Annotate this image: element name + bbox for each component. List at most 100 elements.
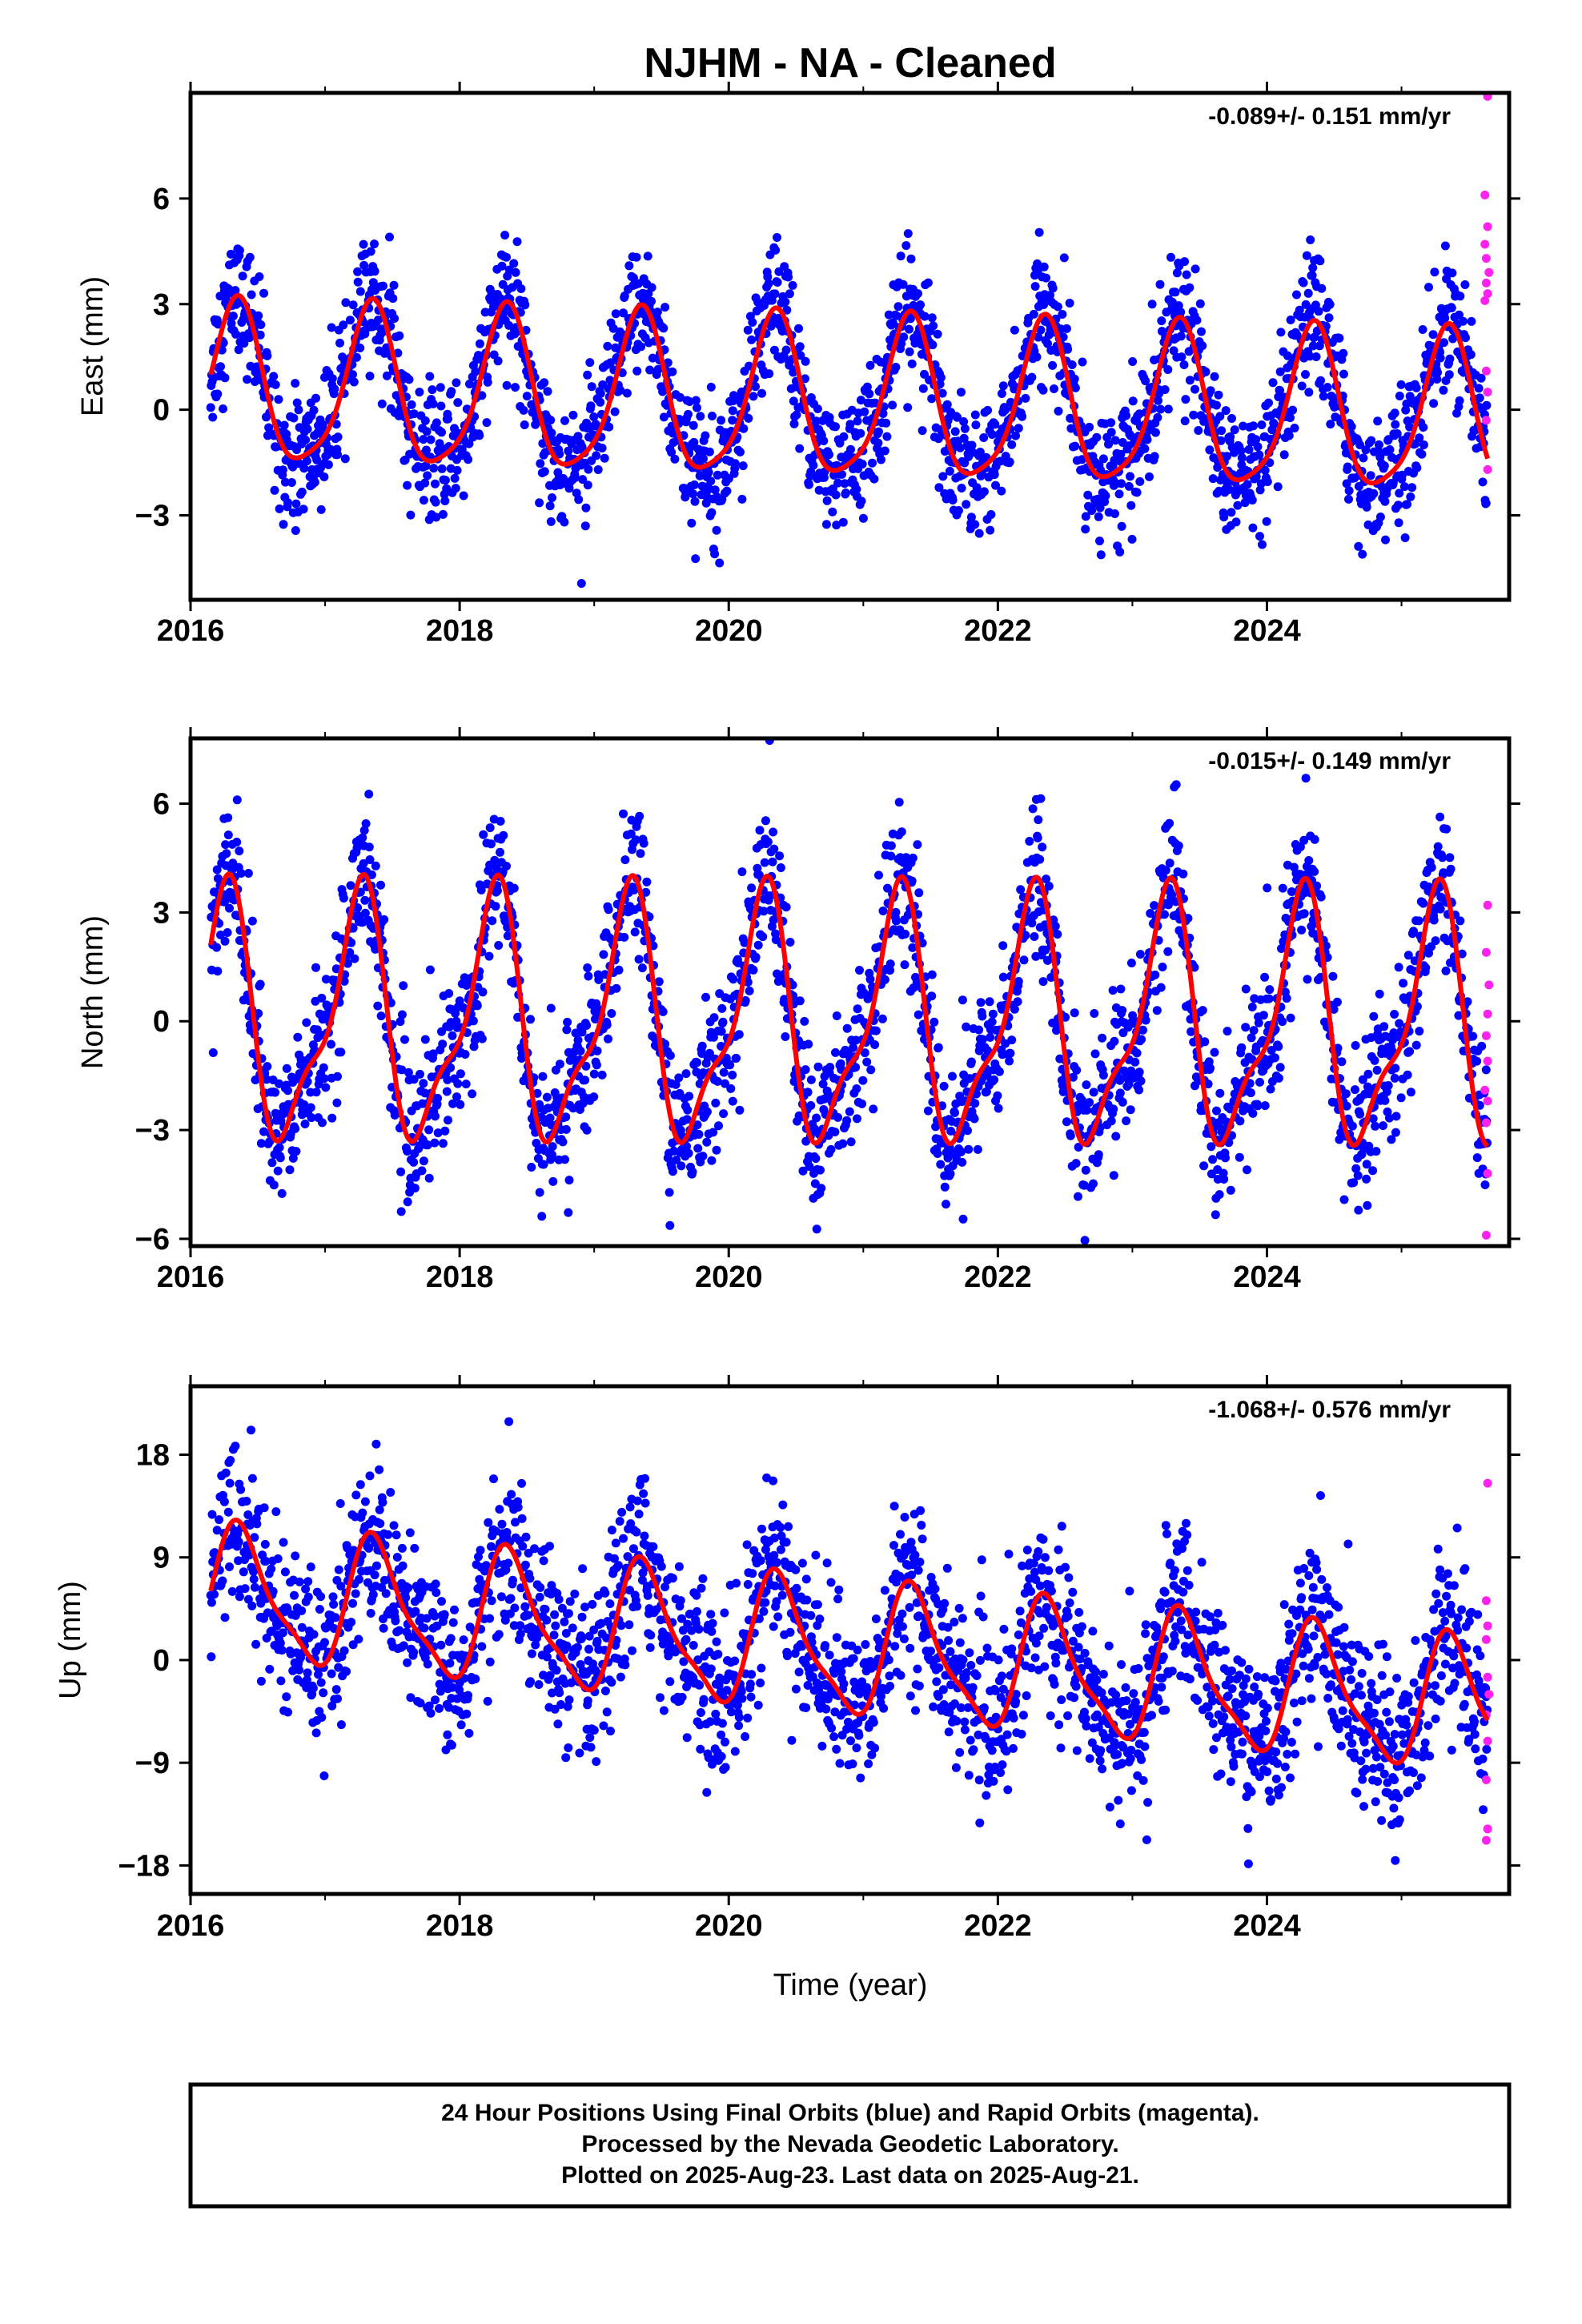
final-point — [361, 819, 371, 828]
final-point — [355, 344, 365, 352]
final-point — [1303, 975, 1312, 984]
final-point — [620, 855, 630, 865]
final-point — [219, 897, 229, 907]
final-point — [1247, 1033, 1256, 1043]
final-point — [327, 1039, 335, 1049]
final-point — [785, 289, 794, 299]
final-point — [558, 1137, 568, 1147]
final-point — [340, 454, 350, 464]
final-point — [1222, 452, 1231, 461]
final-point — [1286, 316, 1295, 324]
final-point — [986, 1032, 995, 1042]
final-point — [269, 1180, 279, 1190]
final-point — [923, 278, 933, 287]
final-point — [1349, 1178, 1359, 1188]
final-point — [333, 1694, 342, 1703]
final-point — [519, 405, 528, 415]
final-point — [997, 486, 1006, 496]
final-point — [741, 995, 750, 1005]
final-point — [464, 439, 474, 448]
final-point — [1153, 412, 1162, 422]
final-point — [468, 1016, 478, 1026]
final-point — [346, 881, 355, 891]
final-point — [1059, 253, 1069, 263]
final-point — [538, 1072, 548, 1081]
final-point — [494, 941, 504, 950]
final-point — [367, 870, 376, 879]
final-point — [774, 267, 784, 276]
final-point — [749, 392, 758, 401]
final-point — [878, 907, 888, 915]
final-point — [319, 1074, 329, 1084]
final-point — [327, 374, 337, 384]
final-point — [659, 412, 669, 422]
final-point — [761, 816, 770, 826]
final-point — [1283, 351, 1292, 360]
final-point — [263, 1062, 272, 1072]
final-point — [312, 455, 322, 464]
rapid-point — [1483, 1056, 1492, 1066]
final-point — [1126, 501, 1136, 510]
final-point — [1077, 1096, 1086, 1105]
final-point — [717, 1027, 726, 1036]
final-point — [962, 500, 971, 509]
rapid-point — [1480, 239, 1490, 249]
final-point — [1070, 374, 1079, 384]
final-point — [1412, 463, 1422, 472]
final-point — [1255, 450, 1264, 460]
final-point — [428, 399, 438, 408]
final-point — [1158, 963, 1167, 971]
final-point — [1362, 1160, 1371, 1169]
final-point — [225, 1562, 234, 1571]
final-point — [1150, 452, 1159, 461]
final-point — [1328, 971, 1338, 981]
final-point — [1454, 1011, 1464, 1020]
final-point — [1046, 291, 1054, 300]
final-point — [1006, 1048, 1015, 1058]
final-point — [1433, 842, 1443, 851]
final-point — [1248, 1108, 1258, 1118]
x-tick-label: 2016 — [157, 614, 225, 648]
final-point — [527, 1163, 536, 1172]
final-point — [268, 1586, 278, 1596]
final-point — [739, 424, 749, 433]
final-point — [348, 923, 358, 933]
final-point — [336, 1720, 346, 1730]
final-point — [856, 428, 865, 438]
final-point — [339, 894, 348, 903]
final-point — [1391, 1063, 1400, 1073]
final-point — [728, 406, 737, 416]
final-point — [318, 420, 327, 429]
final-point — [1375, 452, 1385, 462]
final-point — [701, 992, 710, 1002]
final-point — [423, 471, 432, 480]
final-point — [236, 869, 246, 878]
final-point — [1208, 474, 1218, 484]
final-point — [420, 416, 430, 425]
final-point — [1127, 534, 1137, 544]
final-point — [450, 473, 460, 483]
rapid-point — [1483, 1096, 1492, 1106]
final-point — [581, 1061, 591, 1071]
final-point — [311, 1728, 321, 1738]
final-point — [490, 855, 500, 865]
final-point — [1210, 1047, 1219, 1057]
final-point — [1403, 951, 1413, 960]
final-point — [1478, 477, 1488, 487]
final-point — [349, 377, 359, 387]
final-point — [1098, 1071, 1108, 1080]
final-point — [1366, 471, 1375, 480]
final-point — [974, 529, 984, 538]
final-point — [539, 1160, 548, 1169]
final-point — [476, 885, 486, 895]
final-point — [1172, 268, 1182, 278]
final-point — [499, 830, 508, 840]
final-point — [1053, 302, 1062, 312]
final-point — [292, 445, 302, 455]
final-point — [589, 412, 599, 421]
final-point — [291, 526, 300, 535]
final-point — [1176, 308, 1186, 317]
final-point — [453, 1079, 463, 1088]
final-point — [576, 1046, 585, 1055]
rapid-point — [1481, 1230, 1491, 1240]
